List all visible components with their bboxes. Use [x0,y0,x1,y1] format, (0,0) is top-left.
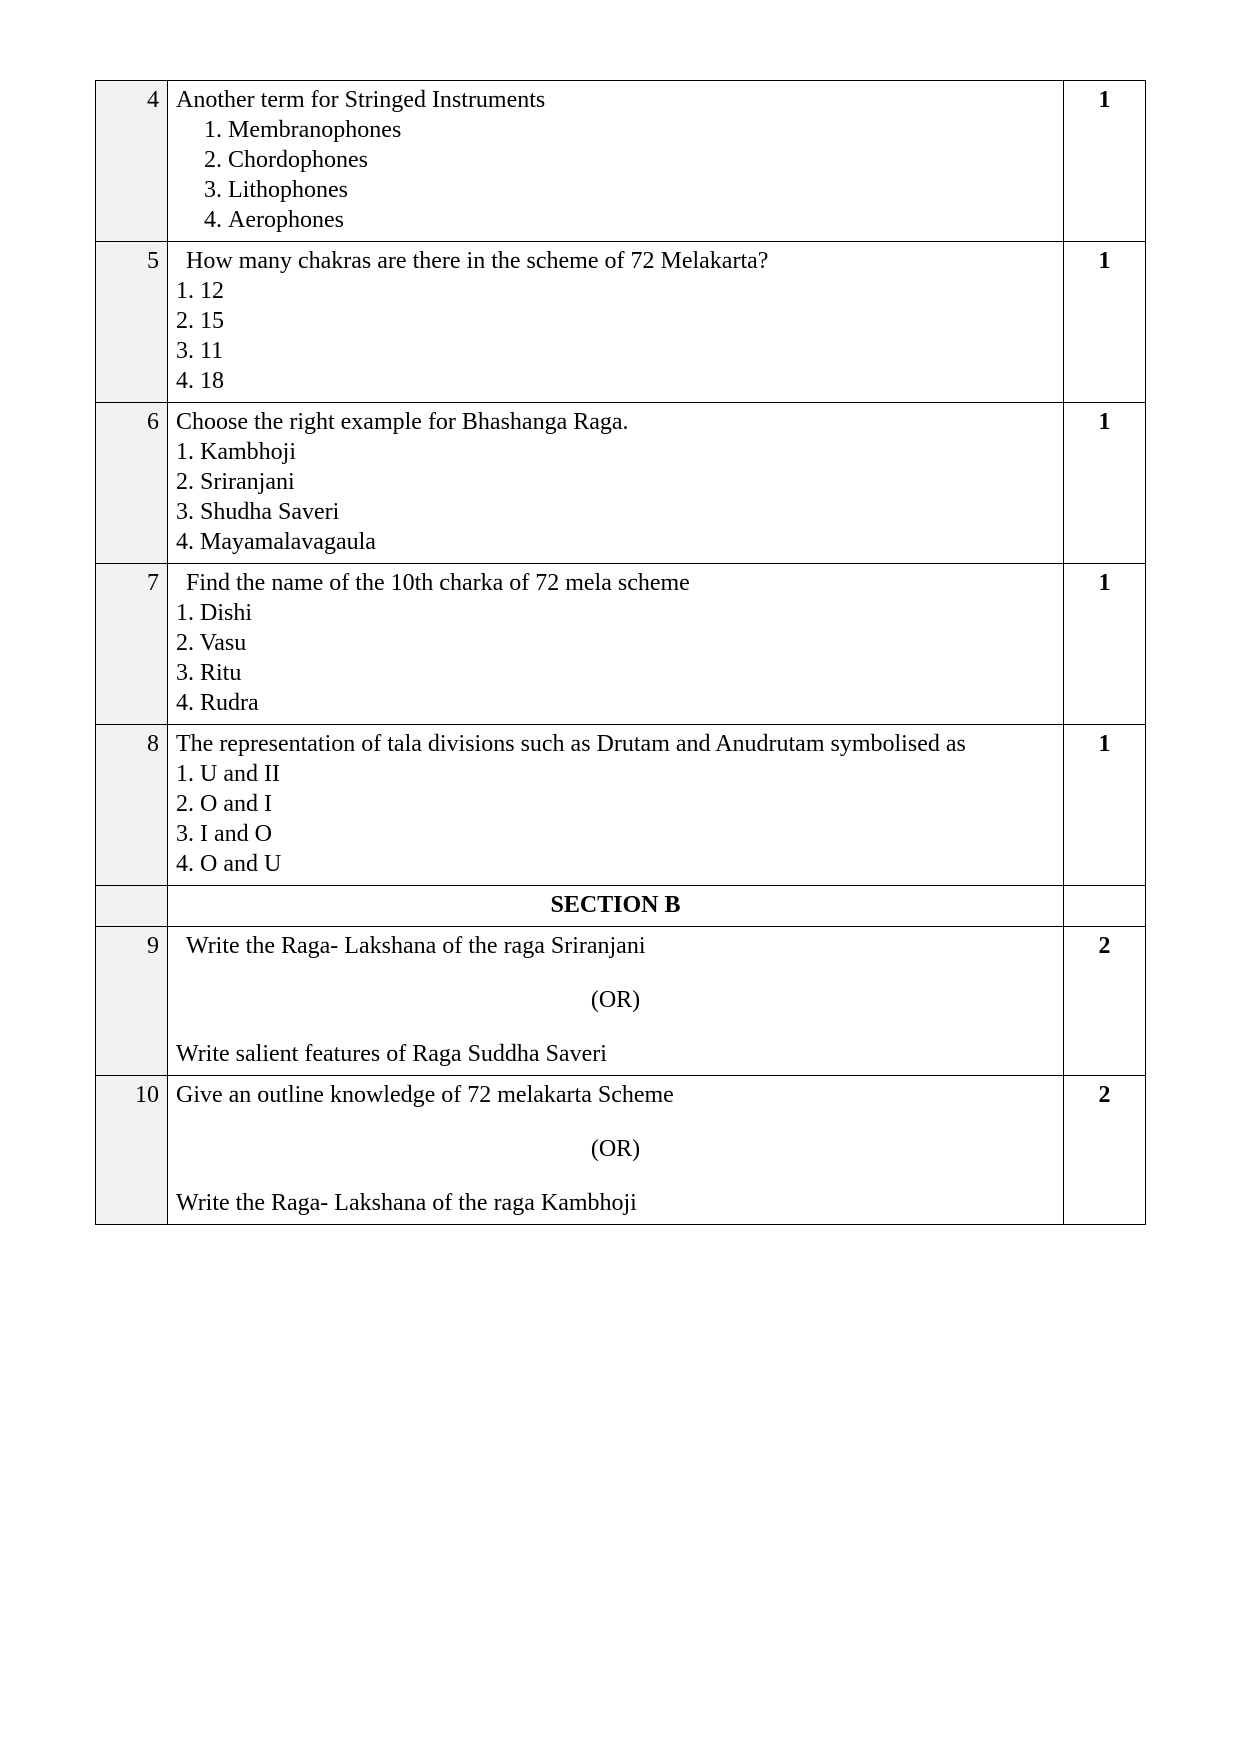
option: Membranophones [228,115,1055,145]
question-body: Give an outline knowledge of 72 melakart… [168,1076,1064,1225]
option: Chordophones [228,145,1055,175]
option: 2. O and I [176,789,1055,819]
marks-cell: 1 [1064,725,1146,886]
question-number: 9 [96,927,168,1076]
option: 3. I and O [176,819,1055,849]
option: Aerophones [228,205,1055,235]
question-body: How many chakras are there in the scheme… [168,242,1064,403]
question-stem: Choose the right example for Bhashanga R… [176,407,1055,437]
option: 3. Ritu [176,658,1055,688]
options-list: 1. 122. 153. 114. 18 [176,276,1055,396]
table-row: 4Another term for Stringed InstrumentsMe… [96,81,1146,242]
table-row: 9 Write the Raga- Lakshana of the raga Sr… [96,927,1146,1076]
or-label: (OR) [176,1134,1055,1164]
option: Lithophones [228,175,1055,205]
option: 4. Mayamalavagaula [176,527,1055,557]
option: 4. Rudra [176,688,1055,718]
question-number: 6 [96,403,168,564]
option: 3. Shudha Saveri [176,497,1055,527]
question-number: 7 [96,564,168,725]
options-list: 1. U and II2. O and I3. I and O4. O and … [176,759,1055,879]
question-stem: The representation of tala divisions suc… [176,729,1055,759]
question-body: Find the name of the 10th charka of 72 m… [168,564,1064,725]
question-number [96,886,168,927]
page: 4Another term for Stringed InstrumentsMe… [0,0,1241,1305]
table-row: 7 Find the name of the 10th charka of 72 … [96,564,1146,725]
table-body: 4Another term for Stringed InstrumentsMe… [96,81,1146,1225]
question-stem: How many chakras are there in the scheme… [176,246,1055,276]
or-label: (OR) [176,985,1055,1015]
table-row: 5 How many chakras are there in the schem… [96,242,1146,403]
option: 1. Kambhoji [176,437,1055,467]
question-number: 8 [96,725,168,886]
question-stem: Another term for Stringed Instruments [176,85,1055,115]
question-stem: Give an outline knowledge of 72 melakart… [176,1080,1055,1110]
option: 4. O and U [176,849,1055,879]
option: 3. 11 [176,336,1055,366]
question-stem: Write the Raga- Lakshana of the raga Sri… [176,931,1055,961]
marks-cell: 2 [1064,1076,1146,1225]
option: 2. Sriranjani [176,467,1055,497]
question-body: Write the Raga- Lakshana of the raga Sri… [168,927,1064,1076]
section-header: SECTION B [168,886,1064,927]
option: 1. U and II [176,759,1055,789]
marks-cell [1064,886,1146,927]
option: 1. Dishi [176,598,1055,628]
marks-cell: 1 [1064,81,1146,242]
question-stem: Find the name of the 10th charka of 72 m… [176,568,1055,598]
option: 1. 12 [176,276,1055,306]
marks-cell: 2 [1064,927,1146,1076]
marks-cell: 1 [1064,564,1146,725]
table-row: SECTION B [96,886,1146,927]
question-body: Choose the right example for Bhashanga R… [168,403,1064,564]
marks-cell: 1 [1064,242,1146,403]
option: 2. 15 [176,306,1055,336]
table-row: 10 Give an outline knowledge of 72 melaka… [96,1076,1146,1225]
options-list: 1. Dishi2. Vasu3. Ritu4. Rudra [176,598,1055,718]
question-body: The representation of tala divisions suc… [168,725,1064,886]
question-stem-alt: Write the Raga- Lakshana of the raga Kam… [176,1188,1055,1218]
question-table: 4Another term for Stringed InstrumentsMe… [95,80,1146,1225]
options-list: 1. Kambhoji2. Sriranjani3. Shudha Saveri… [176,437,1055,557]
options-list: MembranophonesChordophonesLithophonesAer… [176,115,1055,235]
question-number: 10 [96,1076,168,1225]
table-row: 8 The representation of tala divisions su… [96,725,1146,886]
table-row: 6 Choose the right example for Bhashanga … [96,403,1146,564]
option: 4. 18 [176,366,1055,396]
question-stem-alt: Write salient features of Raga Suddha Sa… [176,1039,1055,1069]
question-number: 4 [96,81,168,242]
question-body: Another term for Stringed InstrumentsMem… [168,81,1064,242]
question-number: 5 [96,242,168,403]
marks-cell: 1 [1064,403,1146,564]
option: 2. Vasu [176,628,1055,658]
